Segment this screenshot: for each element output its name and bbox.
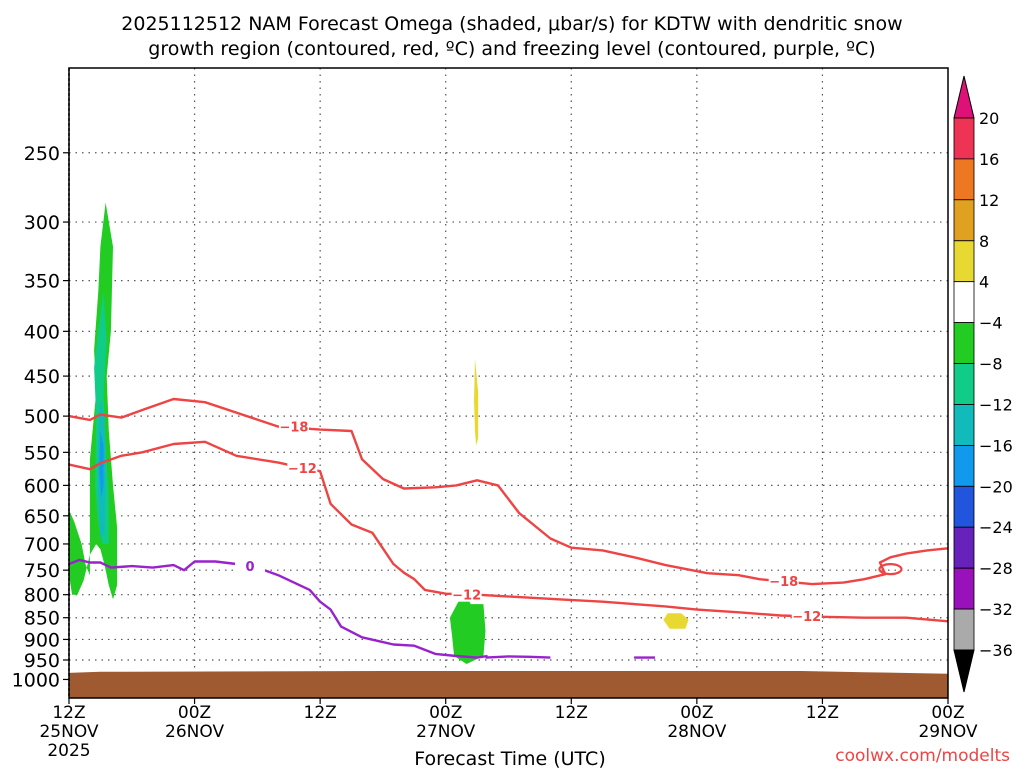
contour-label-dgz-lower-3: −12 — [792, 610, 821, 625]
y-tick-label-850: 850 — [24, 608, 60, 630]
contour-label-dgz-upper-1: −18 — [279, 421, 308, 436]
x-axis-label: Forecast Time (UTC) — [414, 748, 605, 768]
y-tick-label-350: 350 — [24, 271, 60, 293]
x-tick-label-48-1: 12Z — [555, 703, 588, 723]
contour-freezing-segment-1 — [485, 655, 551, 659]
y-tick-label-650: 650 — [24, 506, 60, 528]
x-tick-label-84-1: 00Z — [931, 703, 964, 723]
y-tick-label-700: 700 — [24, 534, 60, 556]
plot-area — [69, 68, 948, 698]
colorbar-segment-13 — [953, 608, 975, 651]
colorbar-segment-3 — [953, 199, 975, 242]
y-tick-label-750: 750 — [24, 560, 60, 582]
contour-label-dgz-upper-2-bg — [768, 572, 799, 589]
contour-label-dgz-lower-2: −12 — [452, 589, 481, 604]
colorbar-segment-9 — [953, 444, 975, 487]
terrain-band — [69, 671, 948, 698]
colorbar-label-13: −32 — [979, 600, 1013, 619]
colorbar-segment-5 — [953, 281, 975, 324]
contour-label-dgz-upper-1-bg — [278, 417, 309, 434]
contour-label-dgz-upper-2: −18 — [769, 575, 798, 590]
y-tick-label-600: 600 — [24, 475, 60, 497]
x-tick-label-60-1: 00Z — [680, 703, 713, 723]
y-tick-label-550: 550 — [24, 442, 60, 464]
contour-label-freezing-bg — [235, 557, 266, 574]
x-tick-label-0-3: 2025 — [47, 741, 90, 761]
y-tick-label-900: 900 — [24, 629, 60, 651]
omega-shading — [69, 202, 689, 664]
colorbar-segment-7 — [953, 363, 975, 405]
colorbar-segment-2 — [953, 158, 975, 201]
contour-dgz-loop — [878, 563, 903, 576]
colorbar-segment-12 — [953, 567, 975, 610]
chart-title-line2: growth region (contoured, red, ºC) and f… — [148, 38, 875, 60]
contour-label-dgz-lower-1-bg — [287, 458, 318, 475]
omega-region-green-blob-27nov — [449, 592, 486, 664]
y-tick-label-400: 400 — [24, 321, 60, 343]
colorbar-label-14: −36 — [979, 641, 1013, 660]
y-tick-label-800: 800 — [24, 585, 60, 607]
y-tick-label-250: 250 — [24, 143, 60, 165]
y-tick-label-950: 950 — [24, 650, 60, 672]
colorbar-segment-1 — [953, 117, 975, 160]
y-tick-label-1000: 1000 — [12, 669, 60, 691]
x-tick-label-12-1: 00Z — [178, 703, 211, 723]
y-tick-label-500: 500 — [24, 406, 60, 428]
x-tick-label-12-2: 26NOV — [165, 722, 224, 742]
contour-label-dgz-lower-1: −12 — [288, 462, 317, 477]
x-tick-label-84-2: 29NOV — [918, 722, 977, 742]
colorbar: 20 16 12 8 4 −4 −8 −12 −16 −20 −24 −28 −32 −36 — [953, 75, 1013, 693]
x-tick-label-72-1: 12Z — [806, 703, 839, 723]
grid-lines — [69, 68, 948, 698]
contour-label-dgz-lower-2-bg — [451, 585, 482, 602]
colorbar-label-8: −12 — [979, 395, 1013, 414]
colorbar-segment-10 — [953, 485, 975, 528]
contour-dgz-upper--18C — [68, 397, 949, 586]
contour-label-dgz-lower-3-bg — [791, 606, 822, 623]
colorbar-bottom-arrow — [953, 649, 975, 693]
colorbar-label-5: 4 — [979, 273, 989, 292]
colorbar-label-2: 16 — [979, 150, 999, 169]
colorbar-label-9: −16 — [979, 436, 1013, 455]
plot-background — [69, 68, 948, 698]
colorbar-label-3: 12 — [979, 191, 999, 210]
x-tick-label-0-1: 12Z — [52, 703, 85, 723]
x-tick-label-24-1: 12Z — [304, 703, 337, 723]
x-tick-label-60-2: 28NOV — [667, 722, 726, 742]
colorbar-segment-6 — [953, 322, 975, 364]
terrain-surface — [69, 671, 948, 698]
colorbar-label-10: −20 — [979, 477, 1013, 496]
omega-region-yellow-blob-28nov — [663, 613, 689, 629]
colorbar-label-11: −24 — [979, 518, 1013, 537]
x-tick-label-36-1: 00Z — [429, 703, 462, 723]
chart-title-line1: 2025112512 NAM Forecast Omega (shaded, μ… — [121, 13, 902, 35]
colorbar-segment-8 — [953, 404, 975, 446]
colorbar-segment-4 — [953, 240, 975, 283]
contour-label-freezing: 0 — [246, 560, 255, 575]
omega-region-blue-core — [99, 431, 104, 498]
omega-region-yellow-streak — [474, 358, 479, 446]
colorbar-label-1: 20 — [979, 109, 999, 128]
colorbar-top-arrow — [953, 75, 975, 119]
credit-text: coolwx.com/modelts — [835, 746, 1010, 766]
colorbar-label-12: −28 — [979, 559, 1013, 578]
y-tick-label-300: 300 — [24, 212, 60, 234]
contour-lines: −18 −18 −12 −12 −12 0 — [68, 397, 949, 659]
contour-dgz-lower--12C — [68, 440, 949, 623]
colorbar-segment-11 — [953, 526, 975, 569]
colorbar-label-7: −8 — [979, 355, 1003, 374]
axes: 2503003504004505005506006507007508008509… — [12, 67, 978, 761]
y-tick-label-450: 450 — [24, 366, 60, 388]
x-tick-label-36-2: 27NOV — [416, 722, 475, 742]
colorbar-label-6: −4 — [979, 314, 1003, 333]
colorbar-label-4: 8 — [979, 232, 989, 251]
x-tick-label-0-2: 25NOV — [39, 722, 98, 742]
